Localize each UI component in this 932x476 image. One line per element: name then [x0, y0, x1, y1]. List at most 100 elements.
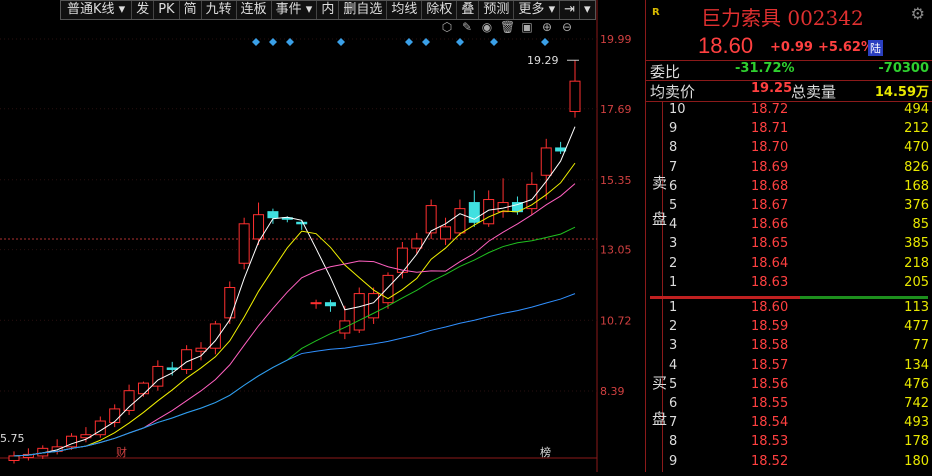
order-level: 7 — [669, 159, 678, 175]
zoom-out-icon[interactable]: ⊖ — [561, 20, 573, 34]
sell-order-row[interactable]: 4 18.66 85 — [646, 217, 932, 236]
buy-bar — [800, 296, 928, 299]
order-volume: 477 — [904, 319, 929, 335]
kline-chart[interactable]: 19.99 17.69 15.35 13.05 10.72 8.39 19.29 5.75 财 榜… — [0, 0, 645, 472]
candle-body — [137, 382, 149, 395]
weibi-label: 委比 — [650, 63, 681, 81]
buy-order-row[interactable]: 1 18.60 113 — [646, 300, 932, 319]
order-price: 18.69 — [751, 159, 789, 175]
sell-order-row[interactable]: 5 18.67 376 — [646, 198, 932, 217]
buy-order-row[interactable]: 9 18.52 180 — [646, 454, 932, 473]
avg-row: 均卖价 19.25 总卖量 14.59万 — [646, 81, 932, 101]
buy-order-row[interactable]: 2 18.59 477 — [646, 319, 932, 338]
order-volume: 180 — [904, 453, 929, 469]
toolbar-btn-delete-watch[interactable]: 删自选 — [339, 1, 388, 19]
weibi-row: 委比 -31.72% -70300 — [646, 61, 932, 81]
toolbar-btn-shijian[interactable]: 事件 ▾ — [272, 1, 318, 19]
buy-side-label: 盘 — [652, 410, 668, 428]
toolbar-btn-nei[interactable]: 内 — [317, 1, 340, 19]
toolbar-btn-lianban[interactable]: 连板 — [237, 1, 272, 19]
candle-body — [224, 287, 236, 319]
eye-icon[interactable]: ◉ — [481, 20, 493, 34]
order-level: 4 — [669, 217, 678, 233]
divider — [646, 80, 932, 81]
last-price: 18.60 — [698, 33, 754, 58]
draw-tool-icon[interactable]: ⬡ — [441, 20, 453, 34]
buy-order-row[interactable]: 8 18.53 178 — [646, 434, 932, 453]
toolbar-btn-ma[interactable]: 均线 — [387, 1, 423, 19]
order-price: 18.63 — [751, 274, 789, 290]
r-mark: R — [652, 7, 660, 18]
pen-icon[interactable]: ✎ — [461, 20, 473, 34]
sell-order-row[interactable]: 1 18.63 205 — [646, 275, 932, 294]
low-price-label: 5.75 — [0, 432, 25, 445]
sell-order-row[interactable]: 8 18.70 470 — [646, 140, 932, 159]
order-price: 18.55 — [751, 396, 789, 411]
order-level: 5 — [669, 376, 678, 392]
sell-order-row[interactable]: 6 18.68 168 — [646, 179, 932, 198]
toolbar-btn-pk[interactable]: PK — [154, 1, 180, 19]
candle-body — [195, 347, 207, 352]
buy-order-row[interactable]: 7 18.54 493 — [646, 415, 932, 434]
candle-body — [152, 365, 164, 387]
event-diamond — [286, 38, 294, 46]
event-diamond — [490, 38, 498, 46]
sell-order-row[interactable]: 9 18.71 212 — [646, 121, 932, 140]
candle-body — [66, 435, 78, 448]
candle-body — [540, 147, 552, 176]
gear-icon[interactable]: ⚙ — [910, 4, 925, 23]
order-price: 18.70 — [751, 140, 789, 156]
buy-side-label: 买 — [652, 374, 668, 392]
order-volume: 212 — [904, 121, 929, 137]
event-diamond — [405, 38, 413, 46]
toolbar-btn-exright[interactable]: 除权 — [422, 1, 458, 19]
buy-order-row[interactable]: 4 18.57 134 — [646, 358, 932, 377]
zoom-in-icon[interactable]: ⊕ — [541, 20, 553, 34]
order-volume: 77 — [912, 338, 929, 354]
toolbar-btn-jian[interactable]: 简 — [180, 1, 202, 19]
candle-body — [253, 214, 265, 240]
toolbar-btn-jiuzhuan[interactable]: 九转 — [202, 1, 237, 19]
order-volume: 493 — [904, 415, 929, 431]
buy-order-row[interactable]: 3 18.58 77 — [646, 338, 932, 357]
order-volume: 385 — [904, 236, 929, 252]
order-price: 18.72 — [751, 102, 789, 117]
toolbar-btn-more[interactable]: 更多 ▾ — [514, 1, 561, 19]
candle-body — [526, 183, 538, 210]
ma-line — [13, 126, 576, 457]
candle-body — [368, 293, 380, 319]
order-level: 4 — [669, 357, 678, 373]
event-diamond — [252, 38, 260, 46]
candle-body — [411, 238, 423, 249]
axis-tick-label: 8.39 — [600, 385, 625, 398]
camera-icon[interactable]: ▣ — [521, 20, 533, 34]
event-diamond — [269, 38, 277, 46]
candle-body — [109, 408, 121, 424]
order-price: 18.54 — [751, 415, 789, 431]
sell-order-row[interactable]: 3 18.65 385 — [646, 236, 932, 255]
toolbar-btn-dropdown[interactable]: ▾ — [584, 2, 591, 17]
toolbar-btn-exit[interactable]: ⇥ — [560, 1, 581, 19]
order-price: 18.68 — [751, 178, 789, 194]
buy-order-row[interactable]: 6 18.55 742 — [646, 396, 932, 415]
order-volume: 85 — [912, 217, 929, 233]
toolbar-btn-fa[interactable]: 发 — [132, 1, 155, 19]
total-label: 总卖量 — [791, 83, 837, 101]
trash-icon[interactable]: 🗑 — [500, 20, 516, 34]
buy-order-row[interactable]: 5 18.56 476 — [646, 377, 932, 396]
stock-code: 002342 — [787, 6, 864, 30]
order-price: 18.71 — [751, 121, 789, 137]
sell-order-row[interactable]: 10 18.72 494 — [646, 102, 932, 121]
kline-canvas[interactable]: 19.99 17.69 15.35 13.05 10.72 8.39 19.29 5.75 财 榜 — [0, 0, 645, 472]
side-divider — [662, 102, 663, 472]
axis-tick-label: 15.35 — [600, 174, 632, 187]
order-level: 10 — [669, 102, 686, 117]
toolbar-btn-forecast[interactable]: 预测 — [479, 1, 515, 19]
chart-type-select[interactable]: 普通K线 ▾ — [61, 1, 133, 19]
toolbar-btn-overlay[interactable]: 叠 — [457, 1, 480, 19]
sell-order-row[interactable]: 7 18.69 826 — [646, 160, 932, 179]
sell-order-row[interactable]: 2 18.64 218 — [646, 256, 932, 275]
axis-tick-label: 19.99 — [600, 33, 632, 46]
order-volume: 168 — [904, 178, 929, 194]
candle-body — [123, 390, 135, 411]
